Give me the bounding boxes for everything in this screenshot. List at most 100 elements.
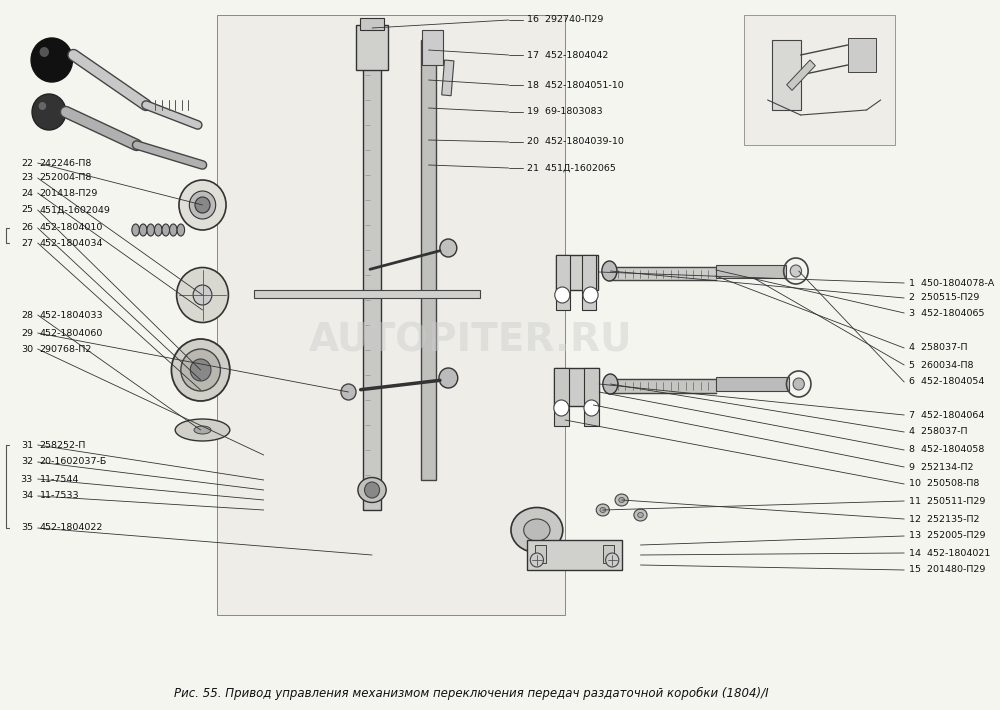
- Text: 1  450-1804078-А: 1 450-1804078-А: [909, 278, 994, 288]
- Text: 15  201480-П29: 15 201480-П29: [909, 565, 985, 574]
- Text: 14  452-1804021: 14 452-1804021: [909, 549, 990, 557]
- Bar: [556, 255, 598, 290]
- Circle shape: [555, 287, 570, 303]
- Ellipse shape: [511, 508, 563, 552]
- Circle shape: [554, 400, 569, 416]
- Text: 17  452-1804042: 17 452-1804042: [527, 50, 609, 60]
- Bar: [422, 30, 443, 65]
- Text: 3  452-1804065: 3 452-1804065: [909, 309, 984, 317]
- Circle shape: [40, 47, 49, 57]
- Text: 31: 31: [21, 440, 33, 449]
- Text: 452-1804034: 452-1804034: [40, 239, 103, 248]
- Text: Рис. 55. Привод управления механизмом переключения передач раздаточной коробки (: Рис. 55. Привод управления механизмом пе…: [174, 687, 768, 699]
- Bar: [556, 255, 570, 310]
- Bar: [744, 15, 895, 145]
- Text: 11-7533: 11-7533: [40, 491, 79, 501]
- Circle shape: [32, 94, 66, 130]
- Bar: [363, 30, 381, 510]
- Ellipse shape: [341, 384, 356, 400]
- Text: 4  258037-П: 4 258037-П: [909, 427, 967, 437]
- Text: 25: 25: [21, 205, 33, 214]
- Bar: [716, 265, 786, 278]
- Text: 23: 23: [21, 173, 33, 182]
- Ellipse shape: [440, 239, 457, 257]
- Text: 33: 33: [21, 474, 33, 484]
- Ellipse shape: [171, 339, 230, 401]
- Text: 10  250508-П8: 10 250508-П8: [909, 479, 979, 488]
- Text: 19  69-1803083: 19 69-1803083: [527, 107, 603, 116]
- Circle shape: [790, 265, 802, 277]
- Ellipse shape: [619, 498, 624, 503]
- Bar: [787, 60, 815, 90]
- Ellipse shape: [603, 374, 618, 394]
- Bar: [356, 25, 388, 70]
- Ellipse shape: [638, 513, 643, 518]
- Ellipse shape: [175, 419, 230, 441]
- Text: 35: 35: [21, 523, 33, 532]
- Ellipse shape: [524, 519, 550, 541]
- Text: 27: 27: [21, 239, 33, 248]
- Circle shape: [583, 287, 598, 303]
- Text: 11-7544: 11-7544: [40, 474, 79, 484]
- Text: 32: 32: [21, 457, 33, 466]
- Text: 6  452-1804054: 6 452-1804054: [909, 378, 984, 386]
- Text: AUTOPITER.RU: AUTOPITER.RU: [309, 321, 633, 359]
- Bar: [442, 60, 454, 96]
- Text: 20-1602037-Б: 20-1602037-Б: [40, 457, 107, 466]
- Circle shape: [606, 553, 619, 567]
- Text: 2  250515-П29: 2 250515-П29: [909, 293, 979, 302]
- Circle shape: [530, 553, 543, 567]
- Circle shape: [584, 400, 599, 416]
- Text: 451Д-1602049: 451Д-1602049: [40, 205, 110, 214]
- Ellipse shape: [154, 224, 162, 236]
- Text: 13  252005-П29: 13 252005-П29: [909, 532, 985, 540]
- Text: 24: 24: [21, 188, 33, 197]
- Ellipse shape: [179, 180, 226, 230]
- Text: 20  452-1804039-10: 20 452-1804039-10: [527, 138, 624, 146]
- Text: 252004-П8: 252004-П8: [40, 173, 92, 182]
- Text: 452-1804033: 452-1804033: [40, 310, 103, 320]
- Text: 30: 30: [21, 344, 33, 354]
- Ellipse shape: [194, 426, 211, 434]
- Ellipse shape: [132, 224, 139, 236]
- Bar: [716, 377, 789, 391]
- Text: 26: 26: [21, 224, 33, 232]
- Ellipse shape: [358, 478, 386, 503]
- Text: 29: 29: [21, 329, 33, 337]
- Ellipse shape: [596, 504, 609, 516]
- Text: 11  250511-П29: 11 250511-П29: [909, 496, 985, 506]
- Ellipse shape: [600, 508, 606, 513]
- Ellipse shape: [189, 191, 216, 219]
- Ellipse shape: [181, 349, 220, 391]
- Ellipse shape: [162, 224, 170, 236]
- Bar: [535, 545, 546, 563]
- Text: 5  260034-П8: 5 260034-П8: [909, 361, 973, 369]
- Ellipse shape: [615, 494, 628, 506]
- Ellipse shape: [170, 224, 177, 236]
- Text: 7  452-1804064: 7 452-1804064: [909, 410, 984, 420]
- Text: 9  252134-П2: 9 252134-П2: [909, 462, 973, 471]
- Text: 452-1804060: 452-1804060: [40, 329, 103, 337]
- Circle shape: [793, 378, 804, 390]
- Ellipse shape: [190, 359, 211, 381]
- Text: 34: 34: [21, 491, 33, 501]
- Ellipse shape: [602, 261, 617, 281]
- Ellipse shape: [439, 368, 458, 388]
- Ellipse shape: [177, 268, 228, 322]
- Text: 28: 28: [21, 310, 33, 320]
- Bar: [554, 368, 599, 406]
- Circle shape: [39, 102, 46, 110]
- Bar: [772, 40, 801, 110]
- Ellipse shape: [177, 224, 185, 236]
- Circle shape: [365, 482, 380, 498]
- Circle shape: [195, 197, 210, 213]
- Bar: [848, 38, 876, 72]
- Bar: [584, 368, 599, 426]
- Bar: [603, 545, 614, 563]
- Text: 258252-П: 258252-П: [40, 440, 86, 449]
- Text: 8  452-1804058: 8 452-1804058: [909, 445, 984, 454]
- Bar: [421, 40, 436, 480]
- Ellipse shape: [139, 224, 147, 236]
- Text: 12  252135-П2: 12 252135-П2: [909, 515, 979, 523]
- Ellipse shape: [193, 285, 212, 305]
